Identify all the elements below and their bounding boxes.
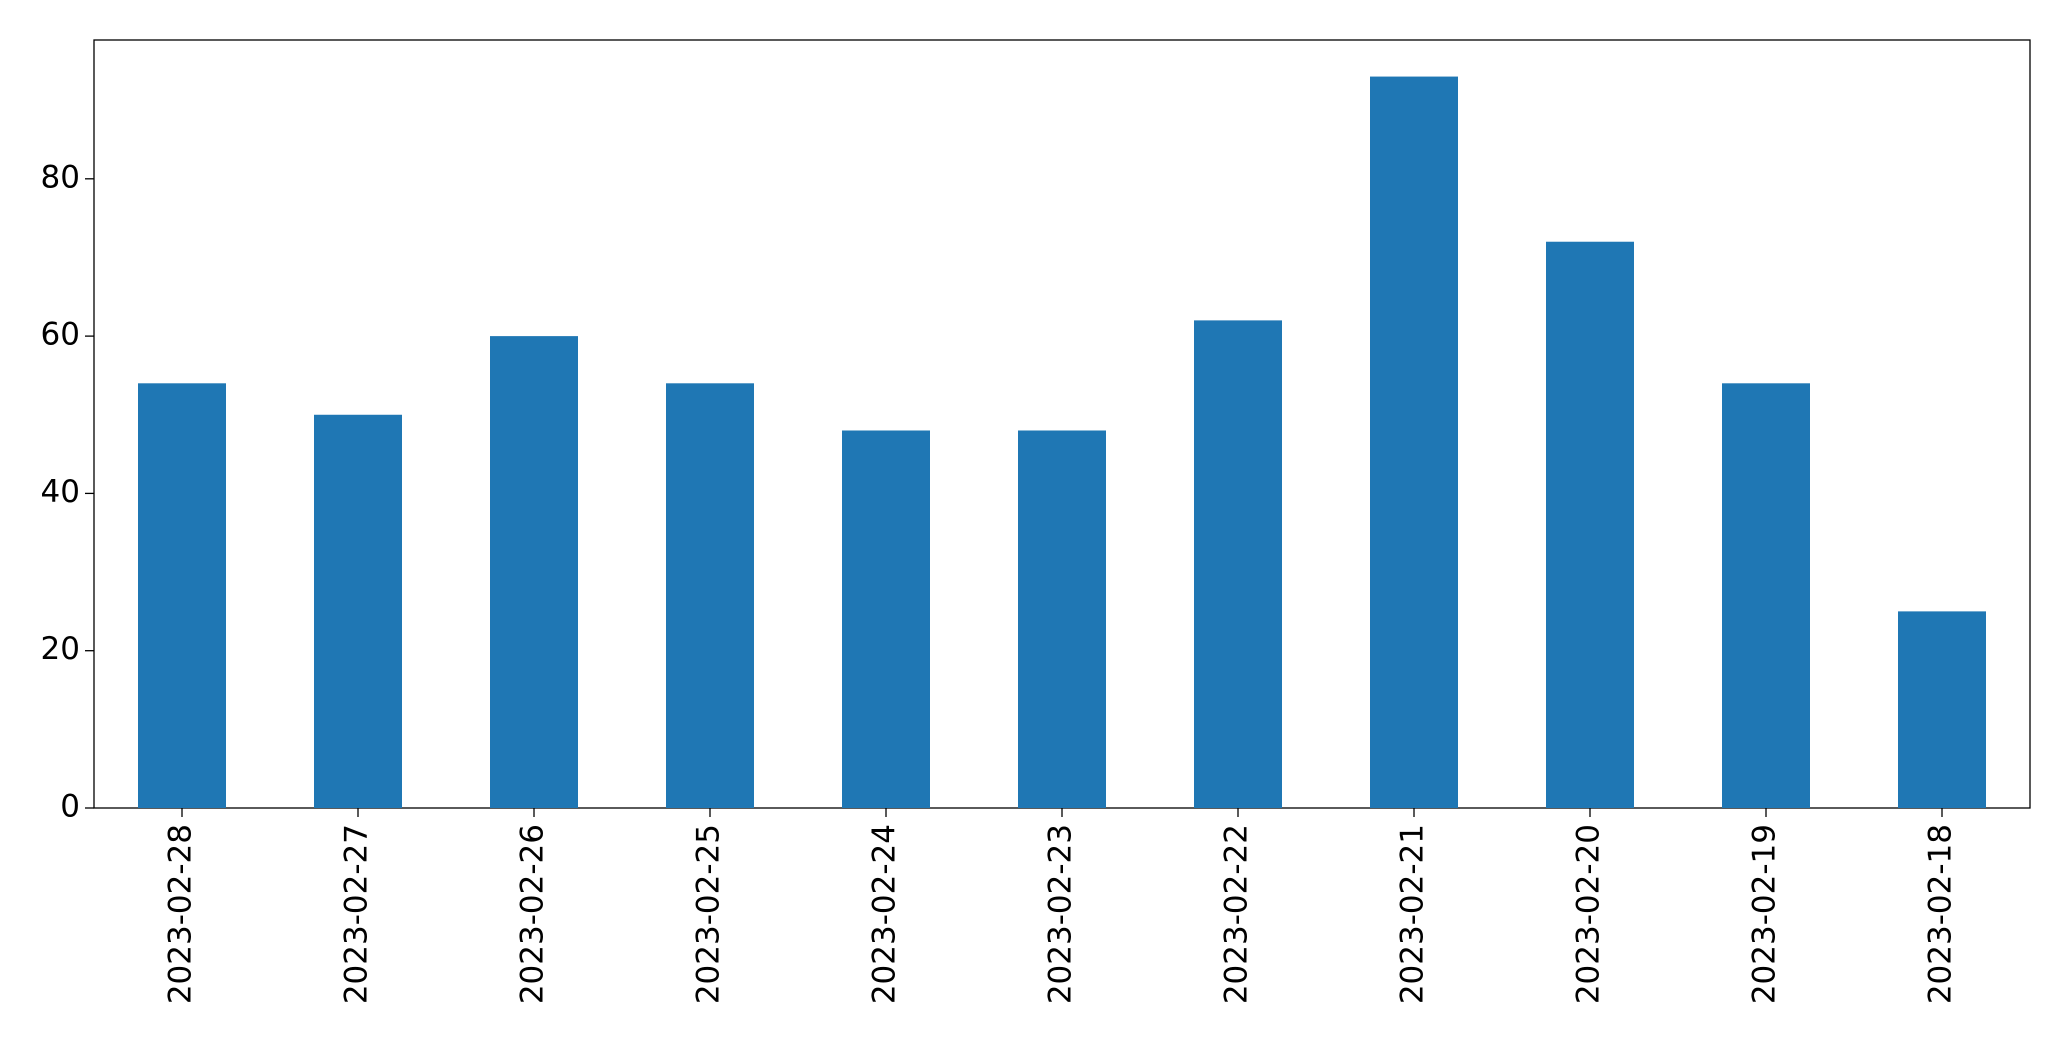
bar xyxy=(1194,320,1282,808)
x-tick-label: 2023-02-28 xyxy=(163,824,199,1004)
y-tick-label: 60 xyxy=(41,317,80,353)
x-tick-label: 2023-02-19 xyxy=(1747,824,1783,1004)
y-tick-label: 80 xyxy=(41,159,80,195)
y-tick-label: 40 xyxy=(41,474,80,510)
bar xyxy=(1722,383,1810,808)
x-tick-label: 2023-02-21 xyxy=(1395,824,1431,1004)
x-tick-label: 2023-02-18 xyxy=(1923,824,1959,1004)
bar xyxy=(842,430,930,808)
x-tick-label: 2023-02-26 xyxy=(515,824,551,1004)
x-tick-label: 2023-02-24 xyxy=(867,824,903,1004)
x-tick-label: 2023-02-27 xyxy=(339,824,375,1004)
bar xyxy=(314,414,402,808)
y-tick-label: 20 xyxy=(41,631,80,667)
bar xyxy=(666,383,754,808)
bar xyxy=(1370,76,1458,809)
bar xyxy=(1018,430,1106,808)
x-tick-label: 2023-02-23 xyxy=(1043,824,1079,1004)
bar xyxy=(138,383,226,808)
bar xyxy=(1546,241,1634,808)
bar xyxy=(490,336,578,808)
x-tick-label: 2023-02-22 xyxy=(1219,824,1255,1004)
x-tick-label: 2023-02-25 xyxy=(691,824,727,1004)
x-tick-label: 2023-02-20 xyxy=(1571,824,1607,1004)
bar xyxy=(1898,611,1986,808)
y-tick-label: 0 xyxy=(60,789,80,825)
